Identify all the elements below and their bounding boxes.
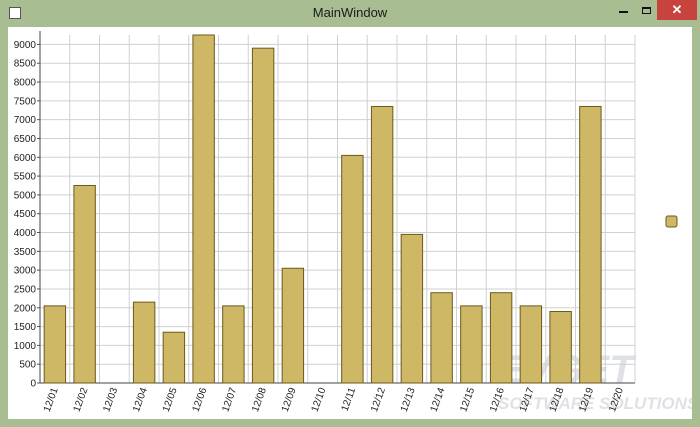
- y-tick-label: 5500: [14, 172, 37, 183]
- x-tick-label: 12/07: [220, 386, 239, 414]
- y-tick-label: 3000: [14, 266, 37, 277]
- close-icon: ✕: [671, 2, 683, 17]
- x-tick-label: 12/03: [101, 386, 120, 414]
- close-button[interactable]: ✕: [657, 0, 697, 20]
- y-tick-label: 7000: [14, 115, 37, 126]
- bar[interactable]: [579, 105, 602, 384]
- bar[interactable]: [370, 105, 394, 384]
- y-tick-label: 6500: [14, 134, 37, 145]
- window-icon: [9, 7, 21, 19]
- maximize-icon: [641, 6, 651, 14]
- bar[interactable]: [519, 305, 543, 384]
- bar[interactable]: [251, 47, 275, 384]
- x-tick-label: 12/10: [310, 386, 329, 414]
- y-tick-label: 9000: [14, 40, 37, 51]
- x-tick-label: 12/04: [131, 386, 150, 414]
- x-tick-label: 12/02: [72, 386, 91, 414]
- window-title: MainWindow: [312, 5, 388, 20]
- y-tick-label: 1500: [14, 322, 37, 333]
- y-tick-label: 3500: [14, 247, 37, 258]
- bar[interactable]: [162, 331, 186, 384]
- x-tick-label: 12/05: [161, 386, 180, 414]
- bar[interactable]: [489, 292, 513, 384]
- bar[interactable]: [549, 311, 572, 384]
- watermark-tagline: SOFTWARE SOLUTIONS: [498, 394, 692, 413]
- y-tick-label: 8000: [14, 78, 37, 89]
- x-tick-label: 12/12: [369, 386, 388, 414]
- x-tick-label: 12/09: [280, 386, 299, 414]
- bar[interactable]: [460, 305, 483, 384]
- x-tick-label: 12/08: [250, 386, 269, 414]
- x-tick-label: 12/13: [399, 386, 418, 414]
- bar[interactable]: [430, 292, 453, 384]
- bar[interactable]: [341, 154, 364, 384]
- x-tick-label: 12/01: [42, 386, 61, 414]
- bar-chart: EVGETSOFTWARE SOLUTIONS05001000150020002…: [14, 31, 692, 414]
- bar[interactable]: [43, 305, 67, 384]
- y-tick-label: 2500: [14, 284, 37, 295]
- y-tick-label: 4000: [14, 228, 37, 239]
- bar[interactable]: [73, 184, 96, 384]
- y-tick-label: 5000: [14, 190, 37, 201]
- y-tick-label: 8500: [14, 59, 37, 70]
- x-tick-label: 12/14: [429, 386, 448, 414]
- title-bar[interactable]: MainWindow ✕: [0, 0, 700, 27]
- y-tick-label: 7500: [14, 96, 37, 107]
- chart-area: EVGETSOFTWARE SOLUTIONS05001000150020002…: [8, 27, 692, 419]
- minimize-button[interactable]: [612, 0, 634, 20]
- legend-marker: [665, 215, 678, 228]
- bar[interactable]: [132, 301, 156, 384]
- bar[interactable]: [400, 233, 424, 384]
- x-tick-label: 12/06: [191, 386, 210, 414]
- y-tick-label: 4500: [14, 209, 37, 220]
- maximize-button[interactable]: [635, 0, 657, 20]
- x-tick-label: 12/11: [340, 386, 359, 413]
- minimize-icon: [618, 11, 628, 13]
- bar[interactable]: [281, 267, 305, 384]
- y-tick-label: 0: [30, 379, 36, 390]
- y-tick-label: 6000: [14, 153, 37, 164]
- bar[interactable]: [192, 34, 215, 384]
- y-tick-label: 2000: [14, 303, 37, 314]
- bar[interactable]: [222, 305, 245, 384]
- y-tick-label: 500: [19, 360, 36, 371]
- x-tick-label: 12/15: [458, 386, 477, 414]
- y-tick-label: 1000: [14, 341, 37, 352]
